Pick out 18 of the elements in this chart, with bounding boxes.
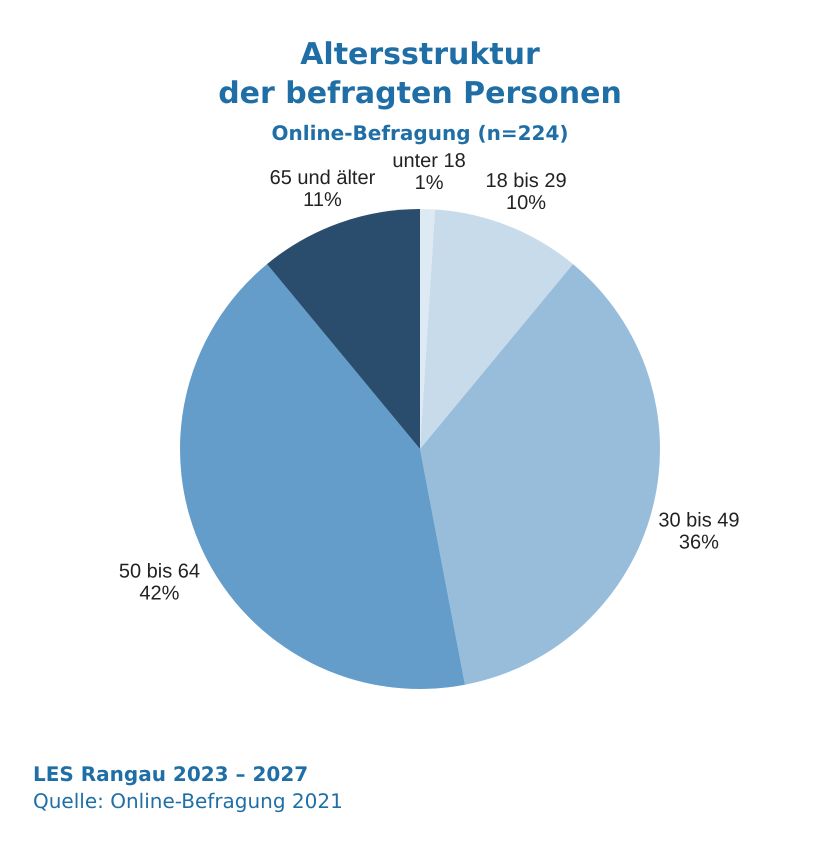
pie-slice (267, 209, 420, 449)
source-note: Quelle: Online-Befragung 2021 (33, 789, 343, 813)
pie-slice (180, 264, 465, 689)
slice-label: 18 bis 29 (485, 170, 567, 192)
data-label: 42% (139, 582, 180, 605)
slice-label: 30 bis 49 (658, 510, 740, 532)
data-label: 1% (414, 172, 444, 194)
text: LES Rangau 2023 – 2027 (33, 762, 308, 786)
pie-slice (420, 264, 660, 685)
chart-subtitle: Online-Befragung (n=224) (271, 121, 569, 145)
slice-label: 50 bis 64 (118, 560, 200, 583)
slice-label: 65 und älter (270, 167, 376, 190)
data-label: 10% (506, 192, 546, 214)
chart-title: Altersstruktur der befragten Personen (218, 37, 622, 111)
pie-slice (420, 209, 573, 449)
data-label: 11% (303, 189, 342, 212)
slice-label: unter 18 (392, 150, 466, 172)
data-label: 36% (678, 532, 720, 554)
